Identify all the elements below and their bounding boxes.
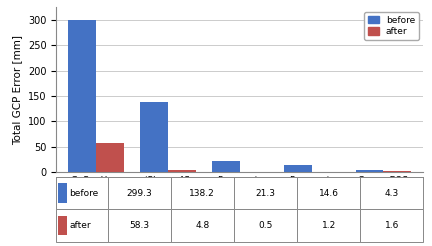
Text: 138.2: 138.2	[189, 189, 215, 198]
Bar	[234, 210, 297, 242]
Text: 58.3: 58.3	[129, 221, 149, 230]
Bar	[356, 170, 384, 172]
Text: before: before	[69, 189, 98, 198]
Text: 0.5: 0.5	[258, 221, 273, 230]
Text: 299.3: 299.3	[126, 189, 152, 198]
Bar	[108, 210, 171, 242]
Bar	[384, 171, 411, 172]
Legend: before, after: before, after	[364, 12, 419, 40]
Text: after: after	[69, 221, 91, 230]
Bar	[171, 210, 234, 242]
Bar	[234, 177, 297, 210]
Text: 4.3: 4.3	[384, 189, 399, 198]
Bar	[96, 143, 124, 172]
Bar	[284, 165, 311, 172]
Bar	[297, 210, 360, 242]
Bar	[168, 170, 196, 172]
Text: 1.2: 1.2	[321, 221, 336, 230]
Text: 1.6: 1.6	[384, 221, 399, 230]
Bar	[360, 177, 423, 210]
Bar	[108, 177, 171, 210]
Bar	[140, 102, 168, 172]
Bar	[58, 183, 67, 203]
Text: 21.3: 21.3	[255, 189, 276, 198]
Y-axis label: Total GCP Error [mm]: Total GCP Error [mm]	[12, 35, 22, 145]
Bar	[58, 216, 67, 235]
Text: 14.6: 14.6	[319, 189, 339, 198]
Bar	[297, 177, 360, 210]
Text: 4.8: 4.8	[195, 221, 210, 230]
Bar	[171, 177, 234, 210]
Bar	[212, 161, 240, 172]
Bar	[56, 177, 108, 210]
Bar	[68, 20, 96, 172]
Bar	[360, 210, 423, 242]
Bar	[56, 210, 108, 242]
